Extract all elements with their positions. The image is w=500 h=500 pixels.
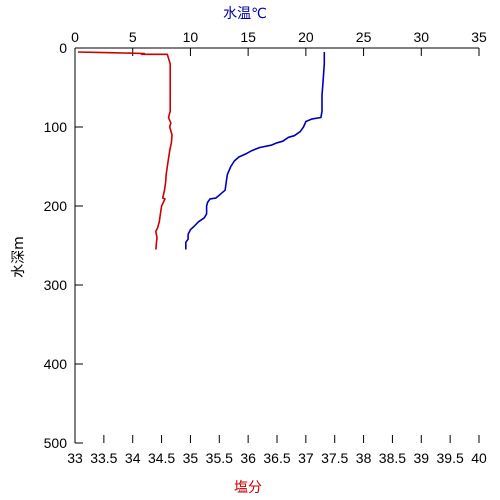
salinity-tick-label: 37.5 [321,450,348,466]
depth-tick-label: 200 [44,198,68,214]
temperature-profile-line [185,52,326,250]
temperature-tick-label: 35 [471,29,487,45]
salinity-tick-label: 39.5 [437,450,464,466]
depth-axis-title: 水深m [11,236,27,278]
temperature-tick-label: 25 [356,29,372,45]
salinity-tick-label: 38.5 [379,450,406,466]
temperature-axis-ticks: 0 5 10 15 20 25 30 35 [71,29,487,56]
temperature-tick-label: 5 [129,29,137,45]
salinity-tick-label: 38 [356,450,372,466]
temperature-tick-label: 0 [71,29,79,45]
depth-tick-label: 400 [44,356,68,372]
temperature-tick-label: 10 [183,29,199,45]
salinity-tick-label: 35 [183,450,199,466]
salinity-profile-line [77,51,173,250]
salinity-tick-label: 34 [125,450,141,466]
salinity-tick-label: 39 [413,450,429,466]
salinity-tick-label: 33.5 [90,450,117,466]
salinity-axis-title: 塩分 [234,480,262,496]
series-layer [77,51,326,250]
salinity-tick-label: 40 [471,450,487,466]
depth-tick-label: 100 [44,119,68,135]
temperature-tick-label: 15 [240,29,256,45]
temperature-axis-title: 水温℃ [223,6,267,22]
temperature-tick-label: 30 [413,29,429,45]
temperature-tick-label: 20 [298,29,314,45]
depth-tick-label: 500 [44,435,68,451]
plot-area [74,47,479,443]
salinity-tick-label: 36.5 [263,450,290,466]
depth-tick-label: 0 [59,40,67,56]
salinity-axis-ticks: 33 33.5 34 34.5 35 35.5 36 36.5 37 37.5 38 38.5 39 39… [67,435,487,466]
depth-axis-ticks: 0 100 200 300 400 500 [44,40,83,451]
salinity-tick-label: 34.5 [148,450,175,466]
salinity-tick-label: 35.5 [206,450,233,466]
depth-tick-label: 300 [44,277,68,293]
salinity-tick-label: 36 [240,450,256,466]
salinity-tick-label: 33 [67,450,83,466]
salinity-tick-label: 37 [298,450,314,466]
